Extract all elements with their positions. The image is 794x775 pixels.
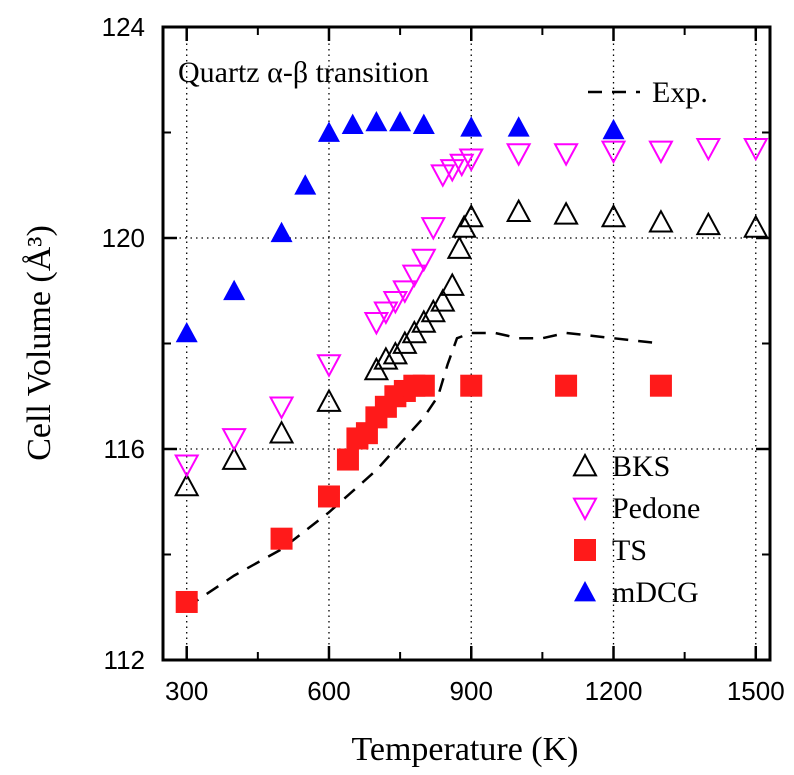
data-point-bks <box>695 211 722 236</box>
series <box>174 110 769 613</box>
data-point-pedone <box>392 280 418 304</box>
series-pedone <box>174 137 769 478</box>
data-point-mdcg <box>341 113 364 134</box>
data-point-pedone <box>221 428 247 452</box>
data-point-pedone <box>382 290 409 315</box>
y-axis-label: Cell Volume (Å³) <box>21 225 58 461</box>
data-point-mdcg <box>223 279 246 301</box>
data-point-ts <box>336 448 359 471</box>
data-point-mdcg <box>507 116 530 137</box>
x-tick-label: 600 <box>307 676 350 706</box>
data-point-bks <box>553 201 579 225</box>
legend-entry-pedone: Pedone <box>572 492 700 525</box>
legend-label-exp: Exp. <box>652 76 708 109</box>
data-point-bks <box>600 203 627 228</box>
data-point-ts <box>555 374 578 397</box>
series-mdcg <box>175 110 625 343</box>
data-point-pedone <box>174 454 200 478</box>
data-point-mdcg <box>412 113 435 134</box>
data-point-bks <box>458 203 484 228</box>
data-point-pedone <box>439 159 465 183</box>
legend-entry-exp: Exp. <box>588 76 708 109</box>
data-point-pedone <box>449 153 475 178</box>
plot-frame <box>161 25 772 662</box>
data-point-mdcg <box>317 121 340 142</box>
data-point-pedone <box>553 143 579 167</box>
data-point-ts <box>175 590 198 613</box>
data-point-ts <box>270 527 293 550</box>
data-point-pedone <box>505 143 532 167</box>
legend-marker-ts <box>574 539 596 561</box>
tick-labels: 300 600 900 1200 1500 112 116 120 124 <box>102 12 785 706</box>
legend-entry-ts: TS <box>574 534 647 567</box>
legend-marker-mdcg <box>574 581 596 602</box>
legend-entry-bks: BKS <box>572 450 670 483</box>
data-point-bks <box>174 472 200 497</box>
legend-label-bks: BKS <box>612 450 670 483</box>
data-point-pedone <box>743 137 769 162</box>
data-point-pedone <box>600 140 627 165</box>
data-point-bks <box>446 235 473 259</box>
legend-label-ts: TS <box>612 534 647 567</box>
legend: Exp. BKS Pedone TS mDCG <box>572 76 708 609</box>
data-point-bks <box>648 209 674 233</box>
data-point-pedone <box>363 312 390 336</box>
data-point-pedone <box>373 301 399 325</box>
data-point-pedone <box>420 217 446 241</box>
x-tick-label: 1200 <box>585 676 643 706</box>
data-point-mdcg <box>460 116 483 137</box>
data-point-mdcg <box>602 118 625 140</box>
x-tick-label: 1500 <box>727 676 785 706</box>
data-point-mdcg <box>365 110 388 132</box>
legend-label-mdcg: mDCG <box>612 576 699 609</box>
data-point-bks <box>316 388 342 412</box>
data-point-pedone <box>268 396 295 420</box>
data-point-bks <box>439 272 465 296</box>
y-tick-label: 112 <box>104 645 145 675</box>
legend-marker-pedone <box>572 497 598 522</box>
legend-label-pedone: Pedone <box>612 492 700 525</box>
data-point-pedone <box>430 164 456 188</box>
data-point-ts <box>649 374 672 397</box>
data-point-bks <box>373 346 399 370</box>
data-point-ts <box>460 374 483 397</box>
data-point-ts <box>317 485 340 508</box>
chart-annotation: Quartz α-β transition <box>178 56 429 89</box>
data-point-pedone <box>411 248 437 273</box>
legend-marker-bks <box>572 452 598 477</box>
series-ts <box>175 374 672 613</box>
data-point-bks <box>505 198 532 222</box>
data-point-pedone <box>316 354 342 378</box>
data-point-pedone <box>648 140 674 165</box>
x-tick-label: 300 <box>165 676 208 706</box>
data-point-bks <box>268 420 295 444</box>
x-axis-label: Temperature (K) <box>352 731 579 768</box>
y-tick-label: 116 <box>104 434 145 464</box>
data-point-mdcg <box>175 321 198 343</box>
data-point-mdcg <box>294 174 317 195</box>
y-tick-label: 124 <box>102 12 145 42</box>
series-line-exp <box>186 331 662 609</box>
data-point-mdcg <box>270 221 293 243</box>
series-bks <box>174 198 769 497</box>
data-point-pedone <box>401 264 428 289</box>
data-point-bks <box>221 446 247 470</box>
data-point-pedone <box>695 137 722 162</box>
data-point-bks <box>743 214 769 238</box>
data-point-ts <box>412 374 435 397</box>
data-point-pedone <box>458 148 484 172</box>
data-point-bks <box>430 288 456 312</box>
x-tick-label: 900 <box>450 676 493 706</box>
data-point-mdcg <box>389 110 412 132</box>
y-tick-label: 120 <box>102 223 145 253</box>
legend-entry-mdcg: mDCG <box>574 576 699 609</box>
series-exp <box>186 331 662 609</box>
